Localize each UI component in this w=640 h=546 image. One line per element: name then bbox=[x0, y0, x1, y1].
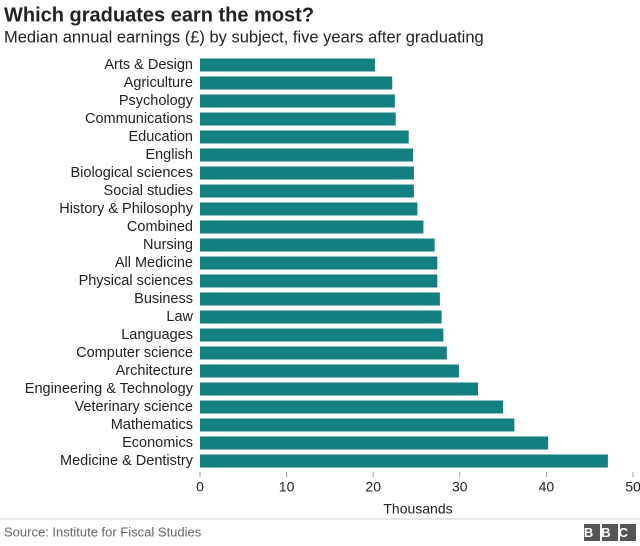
category-label: Medicine & Dentistry bbox=[60, 453, 194, 469]
category-label: Business bbox=[134, 291, 193, 307]
bar bbox=[200, 130, 409, 144]
category-label: Economics bbox=[122, 435, 193, 451]
category-label: Arts & Design bbox=[104, 57, 193, 73]
bar bbox=[200, 166, 414, 180]
x-tick-label: 0 bbox=[196, 479, 204, 495]
category-label: Biological sciences bbox=[70, 165, 193, 181]
bar bbox=[200, 418, 515, 432]
x-tick-label: 20 bbox=[365, 479, 381, 495]
x-tick-label: 30 bbox=[452, 479, 468, 495]
category-label: Mathematics bbox=[111, 417, 193, 433]
bar bbox=[200, 58, 375, 72]
category-label: Languages bbox=[121, 327, 193, 343]
category-label: Law bbox=[166, 309, 193, 325]
bar bbox=[200, 382, 478, 396]
x-axis-label: Thousands bbox=[383, 501, 452, 517]
bar bbox=[200, 202, 418, 216]
category-label: Education bbox=[129, 129, 194, 145]
bar bbox=[200, 454, 608, 468]
logo: BBC bbox=[584, 525, 636, 540]
category-label: Agriculture bbox=[124, 75, 193, 91]
bar bbox=[200, 148, 414, 162]
category-label: Psychology bbox=[119, 93, 194, 109]
bar bbox=[200, 310, 442, 324]
bar bbox=[200, 274, 438, 288]
bar bbox=[200, 256, 438, 270]
x-tick-label: 50 bbox=[625, 479, 640, 495]
x-tick-label: 40 bbox=[539, 479, 555, 495]
bar bbox=[200, 76, 393, 90]
category-label: Social studies bbox=[104, 183, 193, 199]
category-label: Architecture bbox=[116, 363, 193, 379]
bar bbox=[200, 112, 396, 126]
category-label: Veterinary science bbox=[75, 399, 193, 415]
category-label: Nursing bbox=[143, 237, 193, 253]
chart-subtitle: Median annual earnings (£) by subject, f… bbox=[4, 28, 484, 46]
bar bbox=[200, 328, 444, 342]
source: Source: Institute for Fiscal Studies bbox=[4, 524, 202, 539]
category-label: Combined bbox=[127, 219, 193, 235]
bar bbox=[200, 292, 440, 306]
bar bbox=[200, 220, 424, 234]
bar bbox=[200, 94, 395, 108]
category-label: All Medicine bbox=[115, 255, 193, 271]
logo-boxes bbox=[584, 524, 636, 541]
bar bbox=[200, 364, 459, 378]
bar bbox=[200, 238, 435, 252]
category-label: Engineering & Technology bbox=[25, 381, 194, 397]
chart-title: Which graduates earn the most? bbox=[4, 4, 314, 26]
category-label: Communications bbox=[85, 111, 193, 127]
category-label: Computer science bbox=[76, 345, 193, 361]
bar bbox=[200, 184, 414, 198]
bar bbox=[200, 400, 504, 414]
category-label: Physical sciences bbox=[79, 273, 193, 289]
category-label: History & Philosophy bbox=[59, 201, 194, 217]
x-tick-label: 10 bbox=[279, 479, 295, 495]
category-label: English bbox=[145, 147, 193, 163]
bar bbox=[200, 436, 549, 450]
bar bbox=[200, 346, 447, 360]
